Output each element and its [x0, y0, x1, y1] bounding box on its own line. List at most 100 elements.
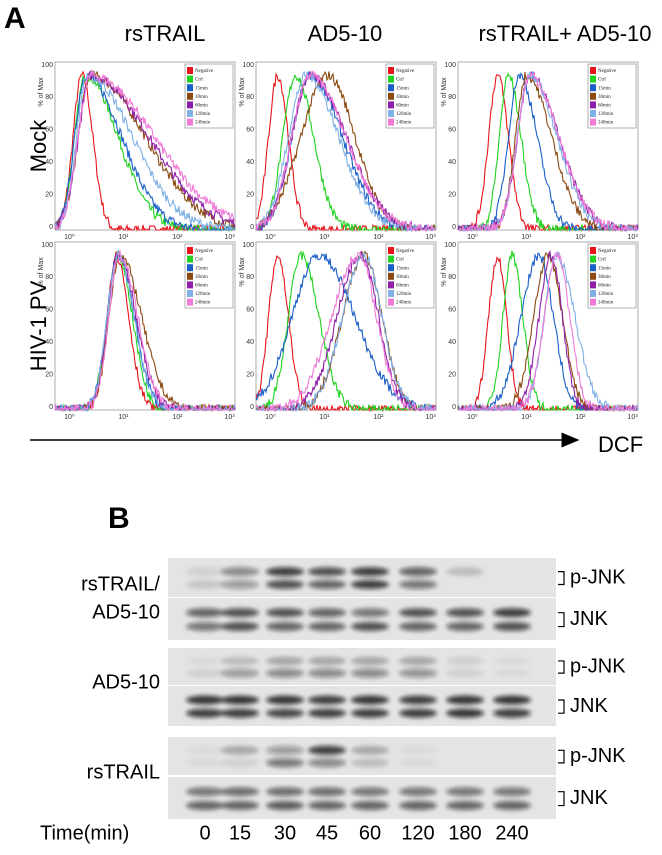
legend-entry: 15min — [598, 266, 611, 271]
blot-band — [266, 656, 304, 666]
histogram-curve — [256, 252, 437, 412]
blot-band — [399, 608, 437, 618]
legend-entry: 15min — [598, 86, 611, 91]
blot-band — [446, 787, 484, 797]
blot-band — [399, 622, 437, 632]
y-tick-label: 40 — [246, 159, 254, 166]
blot-bands — [186, 787, 531, 811]
legend-entry: Negative — [195, 69, 214, 74]
legend-swatch — [388, 281, 394, 289]
x-axis-label: DCF — [598, 432, 643, 457]
legend-entry: Ctrl — [195, 78, 203, 83]
blot-band — [308, 787, 346, 797]
blot-band — [308, 580, 346, 590]
legend-entry: 240min — [396, 121, 412, 126]
blot-band — [399, 801, 437, 811]
blot-band — [266, 580, 304, 590]
blot-bands — [186, 608, 531, 632]
band-bracket — [558, 791, 565, 807]
legend-entry: 60min — [195, 284, 208, 289]
blot-band — [399, 708, 437, 718]
time-point: 45 — [316, 822, 338, 844]
legend-entry: Negative — [396, 249, 415, 254]
legend-swatch — [590, 67, 596, 74]
blot-band — [266, 668, 304, 678]
blot-band — [186, 580, 224, 590]
blot-band — [186, 608, 224, 618]
x-tick-label: 10⁰ — [265, 233, 276, 241]
blot-band — [446, 567, 484, 577]
blot-background — [168, 777, 556, 819]
legend-entry: 120min — [396, 292, 412, 297]
blot-band — [308, 758, 346, 768]
y-tick-label: 80 — [246, 274, 254, 281]
legend-swatch — [187, 101, 193, 109]
legend-entry: 240min — [396, 301, 412, 306]
legend-entry: 60min — [195, 104, 208, 109]
time-point: 60 — [359, 822, 381, 844]
blot-band — [446, 608, 484, 618]
y-tick-label: 80 — [448, 94, 456, 101]
blot-band — [221, 567, 259, 577]
blot-band — [493, 608, 531, 618]
time-point: 0 — [199, 822, 210, 844]
legend-entry: Ctrl — [195, 258, 203, 263]
legend-swatch — [590, 255, 596, 263]
x-tick-label: 10¹ — [319, 414, 330, 421]
blot-band — [308, 695, 346, 705]
histogram-plot: 100 80 60 40 20 0 10⁰ 10¹ 10² 10³ % of Max Negative… — [38, 241, 236, 421]
blot-band — [308, 668, 346, 678]
legend-entry: 60min — [598, 284, 611, 289]
x-tick-label: 10⁰ — [467, 413, 478, 421]
legend-entry: 240min — [195, 301, 211, 306]
blot-band — [221, 622, 259, 632]
x-tick-label: 10⁰ — [64, 413, 75, 421]
blot-band — [266, 801, 304, 811]
legend-swatch — [590, 272, 596, 280]
column-title: rsTRAIL — [125, 21, 206, 46]
band-bracket — [558, 749, 565, 764]
blot-band — [446, 622, 484, 632]
column-title: AD5-10 — [308, 21, 383, 46]
band-bracket — [558, 571, 565, 586]
x-tick-label: 10¹ — [118, 234, 129, 241]
legend-swatch — [388, 255, 394, 263]
time-point: 120 — [401, 822, 434, 844]
blot-band — [308, 608, 346, 618]
y-tick-label: 60 — [246, 127, 254, 134]
band-label: JNK — [570, 787, 608, 809]
legend-entry: 240min — [598, 301, 614, 306]
y-tick-label: 20 — [246, 371, 254, 378]
histogram-curve — [54, 70, 235, 229]
blot-band — [186, 787, 224, 797]
y-tick-label: 60 — [246, 307, 254, 314]
legend-swatch — [187, 67, 193, 74]
y-tick-label: 40 — [448, 339, 456, 346]
legend-swatch — [590, 101, 596, 109]
blot-band — [399, 695, 437, 705]
y-tick-label: 0 — [250, 404, 254, 411]
blot-band — [308, 622, 346, 632]
group-label: rsTRAIL — [87, 761, 160, 783]
blot-band — [399, 745, 437, 755]
histogram-curve — [255, 69, 437, 232]
histogram-plot: 100 80 60 40 20 0 10⁰ 10¹ 10² 10³ % of Max Negative… — [38, 61, 236, 241]
blot-band — [266, 567, 304, 577]
histogram-plot: 100 80 60 40 20 0 10⁰ 10¹ 10² 10³ % of Max Negative… — [239, 61, 437, 241]
x-tick-label: 10² — [172, 234, 183, 241]
blot-band — [446, 695, 484, 705]
y-tick-label: 100 — [444, 242, 456, 249]
time-label: Time(min) — [40, 822, 129, 844]
y-tick-label: 0 — [49, 224, 53, 231]
y-tick-label: 20 — [448, 191, 456, 198]
y-axis-label: % of Max — [441, 77, 448, 107]
legend-entry: 30min — [396, 95, 409, 100]
x-tick-label: 10⁰ — [64, 233, 75, 241]
blot-band — [221, 580, 259, 590]
legend-entry: Ctrl — [598, 258, 606, 263]
histogram-curve — [458, 71, 639, 233]
blot-band — [446, 656, 484, 666]
panel-label: B — [108, 502, 130, 535]
legend-swatch — [590, 92, 596, 100]
legend-swatch — [388, 67, 394, 74]
